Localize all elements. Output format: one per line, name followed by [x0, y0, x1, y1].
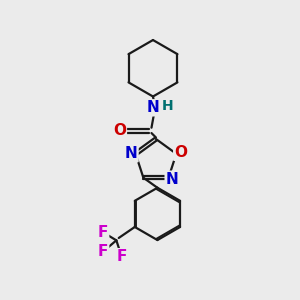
Text: F: F [117, 249, 128, 264]
Text: N: N [125, 146, 137, 161]
Text: N: N [166, 172, 178, 187]
Text: O: O [174, 145, 187, 160]
Text: H: H [162, 99, 174, 113]
Text: F: F [98, 224, 108, 239]
Text: N: N [147, 100, 159, 115]
Text: F: F [98, 244, 108, 259]
Text: O: O [113, 123, 126, 138]
